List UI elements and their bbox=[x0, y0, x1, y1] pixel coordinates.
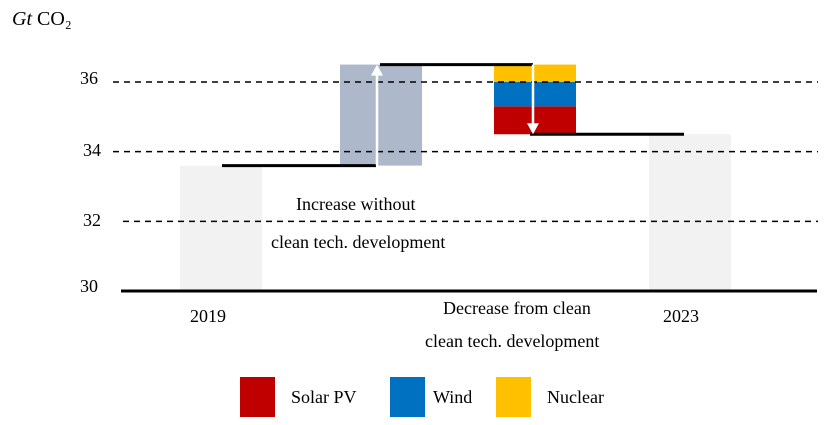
decrease-arrow-head bbox=[527, 123, 539, 135]
x-category-label-2023: 2023 bbox=[663, 306, 699, 326]
y-tick-label-30: 30 bbox=[80, 276, 98, 296]
decrease-annotation-line1: Decrease from clean bbox=[443, 298, 591, 318]
increase-annotation-line1: Increase without bbox=[296, 194, 416, 214]
decrease-annotation-line2: clean tech. development bbox=[425, 331, 600, 351]
y-axis-unit-label: Gt CO₂ bbox=[12, 8, 72, 31]
legend-label-wind: Wind bbox=[433, 387, 473, 407]
bar-segment-nuclear bbox=[494, 64, 576, 82]
increase-arrow-head bbox=[371, 64, 383, 76]
legend-swatch-solar bbox=[240, 377, 275, 417]
legend-swatch-wind bbox=[390, 377, 425, 417]
waterfall-bar-4 bbox=[649, 134, 731, 291]
increase-annotation-line2: clean tech. development bbox=[271, 232, 446, 252]
waterfall-bar-2 bbox=[340, 64, 422, 166]
legend-label-solar: Solar PV bbox=[291, 387, 357, 407]
y-tick-label-32: 32 bbox=[83, 210, 101, 230]
y-tick-label-34: 34 bbox=[83, 140, 101, 160]
unit-prefix: Gt bbox=[12, 8, 32, 30]
x-category-label-2019: 2019 bbox=[190, 306, 226, 326]
legend-label-nuclear: Nuclear bbox=[547, 387, 604, 407]
unit-suffix: CO₂ bbox=[37, 8, 72, 30]
legend: Solar PV Wind Nuclear bbox=[240, 377, 670, 417]
y-tick-label-36: 36 bbox=[80, 68, 98, 88]
bar-segment-wind bbox=[494, 82, 576, 107]
waterfall-bar-1 bbox=[180, 165, 262, 291]
legend-swatch-nuclear bbox=[496, 377, 531, 417]
